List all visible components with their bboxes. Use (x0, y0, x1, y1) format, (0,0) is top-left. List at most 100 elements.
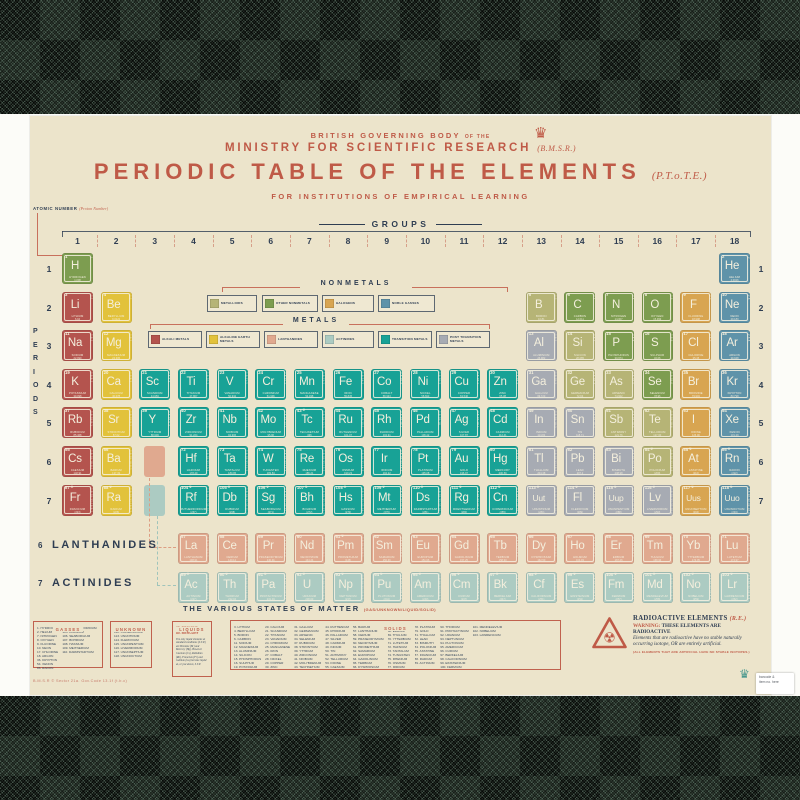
electron-configuration: 2·8·18·32·18·5 (630, 449, 634, 472)
element-name: GADOLINIUM (454, 556, 474, 560)
element-header: 11 (65, 331, 70, 336)
element-Ta: 73 2·8·18·32·11·2 Ta TANTALUM 180.95 (216, 446, 248, 477)
period-number-right: 5 (758, 418, 764, 429)
element-name: FLUORINE (688, 315, 704, 318)
atomic-weight: 157.25 (460, 559, 468, 563)
radioactive-icon: ☢ (536, 485, 540, 490)
element-symbol: Cd (492, 414, 508, 427)
element-symbol: Te (648, 414, 661, 427)
element-V: 23 2·8·11·2 V VANADIUM 50.942 (216, 368, 248, 400)
element-Mt: 109 ☢ 2·8·18·32·32·15·2 Mt MEITNERIUM (276) (371, 484, 403, 516)
electron-configuration: 2·8·8·2 (128, 372, 132, 383)
element-symbol: Tc (301, 414, 313, 427)
states-item: 60. NEODYMIUM (352, 641, 378, 646)
atomic-weight: (98) (307, 433, 312, 437)
atomic-number: 4 (103, 292, 107, 298)
atomic-weight: 22.990 (73, 356, 82, 360)
element-header: 42 (258, 408, 263, 413)
group-separator (599, 235, 601, 247)
atomic-weight: (272) (306, 511, 313, 514)
element-symbol: Se (647, 375, 662, 388)
element-symbol: Pa (261, 578, 276, 591)
element-name: BISMUTH (612, 469, 626, 473)
element-name: SEABORGIUM (260, 508, 281, 511)
element-Ba: 56 2·8·18·18·8·2 Ba BARIUM 137.33 (100, 446, 132, 477)
states-item: 96. CURIUM (440, 649, 458, 654)
element-symbol: At (688, 453, 699, 465)
element-Ga: 31 2·8·18·3 Ga GALLIUM 69.723 (525, 368, 557, 400)
element-header: 34 (645, 370, 650, 375)
element-Rn: 86 ☢ 2·8·18·32·18·8 Rn RADON (222) (719, 446, 751, 477)
element-header: 77 (374, 447, 379, 452)
atomic-weight: (247) (499, 597, 506, 601)
states-item: 50. TIN (325, 649, 336, 654)
states-item: 38. STRONTIUM (294, 645, 318, 650)
radioactive-icon: ☢ (572, 572, 576, 577)
element-symbol: Pm (337, 540, 354, 552)
element-header: 44 (336, 408, 341, 413)
element-Rb: 37 2·8·18·8·1 Rb RUBIDIUM 85.468 (62, 407, 93, 439)
element-symbol: La (184, 540, 198, 552)
atomic-number: 12 (103, 330, 109, 336)
element-name: ARGON (729, 353, 740, 357)
states-item: 70. YTTERBIUM (387, 637, 411, 642)
group-separator (251, 235, 253, 247)
poster-title: PERIODIC TABLE OF THE ELEMENTS (P.T.o.T.… (30, 159, 771, 185)
electron-configuration: 2·8·18·13·1 (282, 410, 286, 428)
states-item: 15. PHOSPHORUS (234, 657, 262, 662)
states-item: 32. GERMANIUM (294, 629, 319, 634)
element-name: LEAD (576, 469, 584, 473)
element-Fe: 26 2·8·14·2 Fe IRON 55.845 (332, 368, 364, 400)
element-Lu: 71 2·8·18·32·9·2 Lu LUTETIUM 174.97 (719, 533, 751, 564)
atomic-number: 53 (683, 408, 689, 414)
element-name: MENDELEVIUM (646, 594, 668, 598)
groups-title: GROUPS (371, 219, 430, 229)
atomic-weight: 30.974 (614, 356, 623, 360)
element-name: AMERICIUM (416, 594, 434, 598)
states-item: 31. GALLIUM (294, 625, 313, 629)
atomic-number: 56 (103, 446, 109, 452)
electron-configuration: 2·6 (669, 295, 673, 300)
element-name: IRON (344, 392, 352, 396)
element-Si: 14 2·8·4 Si SILICON 28.085 (564, 330, 596, 362)
element-name: MANGANESE (300, 392, 319, 396)
legend-swatch (209, 335, 218, 344)
element-Bk: 97 ☢ 2·8·18·32·27·8·2 Bk BERKELIUM (247) (487, 571, 519, 603)
atomic-weight: 92.906 (228, 433, 237, 437)
atomic-number: 116 (644, 485, 652, 491)
header-subtitle: FOR INSTITUTIONS OF EMPIRICAL LEARNING (271, 192, 530, 201)
electron-configuration: 2·8·18·32·28·8·2 (553, 575, 557, 600)
states-item: 16. SULPHUR (234, 661, 254, 666)
header-governing-body: BRITISH GOVERNING BODY OF THE (30, 131, 771, 140)
atomic-number: 36 (722, 369, 727, 375)
atomic-number: 117 (683, 485, 691, 491)
element-name: POTASSIUM (69, 392, 86, 396)
element-symbol: Kr (726, 375, 738, 388)
element-Nb: 41 2·8·18·12·1 Nb NIOBIUM 92.906 (216, 407, 248, 439)
electron-configuration: 2·8·18·10·2 (205, 410, 209, 428)
element-symbol: Mn (299, 375, 315, 388)
element-symbol: Eu (416, 540, 430, 552)
element-header: 98 ☢ (529, 572, 537, 577)
states-item: 43. TECHNETIUM (294, 665, 320, 670)
atomic-number: 103 (722, 572, 730, 578)
element-name: HOLMIUM (573, 556, 587, 560)
states-item: 10. NEON (37, 646, 52, 651)
legend-item-nm: OTHER NONMETALS (262, 295, 318, 312)
element-header: 62 (374, 534, 379, 539)
element-name: MOLYBDENUM (260, 430, 282, 434)
electron-configuration: 2·8·18·18·3 (553, 410, 557, 428)
element-Cf: 98 ☢ 2·8·18·32·28·8·2 Cf CALIFORNIUM (251) (525, 571, 557, 603)
states-column: 78. PLATINUM 79. GOLD 81. THALLIUM 82. LEAD… (415, 625, 437, 669)
atomic-number: 9 (683, 292, 686, 298)
element-header: 81 (529, 447, 534, 452)
element-Yb: 70 2·8·18·32·8·2 Yb YTTERBIUM 173.05 (680, 533, 712, 564)
states-item: 27. COBALT (265, 653, 283, 658)
element-symbol: Hf (185, 453, 197, 465)
element-header: 10 (722, 293, 727, 298)
radioactive-icon: ☢ (691, 572, 695, 577)
element-Pd: 46 2·8·18·18 Pd PALLADIUM 106.42 (409, 407, 441, 439)
atomic-weight: 174.97 (730, 559, 739, 563)
radioactive-icon: ☢ (497, 485, 501, 490)
